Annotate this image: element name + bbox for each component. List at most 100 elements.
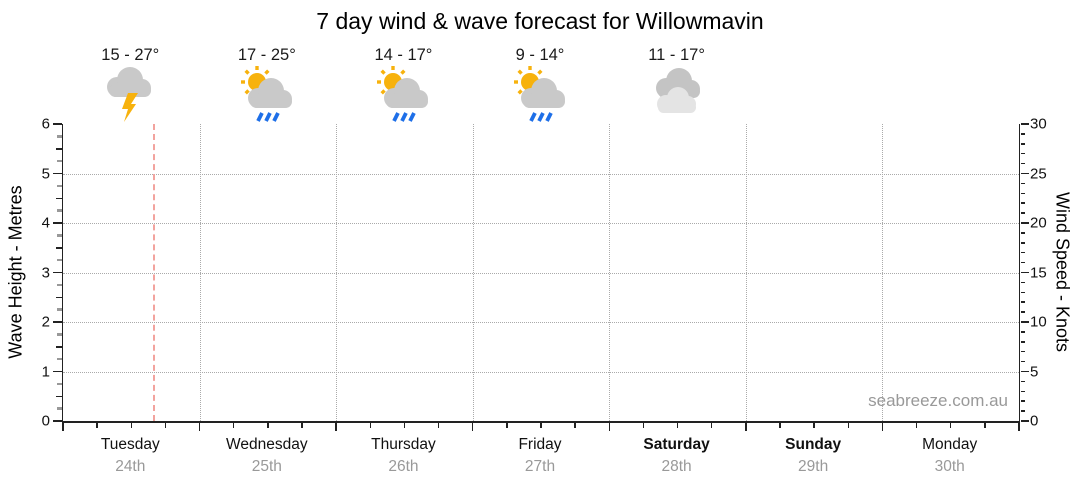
date-label: 25th [251,458,282,475]
thunderstorm-icon [100,66,160,124]
gridline-horizontal [63,272,1019,274]
day-label: Saturday [643,436,710,453]
x-minor-tick [403,423,406,428]
wave-axis-tick [52,172,62,175]
temperature-range: 17 - 25° [237,46,296,64]
gridline-horizontal [63,223,1019,224]
gridline-vertical [199,124,201,421]
gridline-vertical [609,124,611,421]
x-minor-tick [369,423,372,428]
day-label: Sunday [785,436,842,453]
day-label: Tuesday [100,436,160,453]
gridline-vertical [882,124,884,421]
day-boundary-tick [745,423,747,431]
x-minor-tick [232,423,235,428]
x-minor-tick [710,423,713,428]
wave-height-tick-label: 2 [41,313,50,331]
x-minor-tick [984,423,986,428]
wave-axis-tick [52,370,62,373]
wave-axis-tick [56,283,62,287]
wind-axis-tick [1020,172,1029,175]
wave-axis-tick [56,308,62,311]
wave-axis-tick [56,407,62,410]
wave-height-tick-label: 0 [41,412,50,430]
x-minor-tick [96,423,98,428]
day-label: Monday [922,436,978,453]
gridline-horizontal [63,322,1019,323]
wave-height-tick-label: 3 [41,264,50,281]
gridline-vertical [472,124,474,421]
wind-speed-tick-label: 0 [1030,412,1039,430]
x-minor-tick [847,423,850,428]
wind-axis-tick [1020,301,1025,303]
day-boundary-tick [881,423,884,431]
watermark-text: seabreeze.com.au [868,391,1008,410]
wind-speed-tick-label: 20 [1030,214,1047,232]
wind-axis-tick [1020,261,1025,264]
wind-axis-tick [1020,143,1025,145]
date-label: 27th [524,458,556,475]
wave-axis-tick [56,258,62,262]
x-minor-tick [642,423,645,428]
day-boundary-tick [62,423,64,431]
partly-cloudy-rain-icon [510,66,570,124]
thunderstorm-icon [107,67,152,122]
x-minor-tick [915,423,918,428]
x-minor-tick [267,423,269,428]
wind-axis-tick [1020,350,1025,353]
wind-speed-axis-title: Wind Speed - Knots [1052,191,1073,353]
wave-axis-tick [55,346,62,348]
wind-axis-tick [1020,321,1029,323]
wave-axis-tick [55,296,62,298]
wind-speed-tick-label: 25 [1030,165,1047,182]
day-label: Thursday [371,436,436,453]
wave-axis-tick [56,209,62,212]
wind-axis-tick [1020,360,1025,363]
wind-axis-tick [1020,192,1025,195]
day-label: Wednesday [226,436,308,453]
wind-axis-tick [1020,370,1029,373]
gridline-vertical [336,124,338,421]
partly-cloudy-rain-icon [514,66,565,122]
day-boundary-tick [335,423,337,431]
wave-height-axis-title: Wave Height - Metres [5,185,26,359]
wind-axis-tick [1020,212,1025,214]
wave-axis-tick [52,420,62,422]
cloudy-icon [647,66,707,124]
partly-cloudy-rain-icon [240,66,292,122]
x-minor-tick [540,423,542,428]
wind-axis-tick [1020,251,1025,254]
wave-axis-tick [56,184,62,188]
wind-axis-tick [1020,133,1025,135]
wind-axis-tick [1020,291,1025,294]
gridline-horizontal [63,173,1019,175]
x-minor-tick [574,423,576,428]
gridline-vertical [745,124,747,421]
x-minor-tick [676,423,679,428]
wind-axis-tick [1020,162,1025,165]
wind-axis-tick [1020,281,1025,284]
day-label: Friday [518,436,562,453]
date-label: 26th [388,458,419,475]
x-minor-tick [813,423,815,428]
x-minor-tick [779,423,781,428]
wave-axis-tick [56,382,62,386]
x-minor-tick [164,423,167,428]
wave-height-tick-label: 1 [41,363,50,380]
wind-axis-tick [1020,123,1029,125]
cloudy-icon [655,68,700,113]
wind-axis-tick [1020,271,1029,274]
wind-speed-tick-label: 5 [1030,363,1039,380]
wind-axis-tick [1020,400,1025,402]
day-boundary-tick [1018,423,1020,431]
date-label: 30th [934,458,965,475]
wind-axis-tick [1020,341,1025,343]
wind-axis-tick [1020,331,1025,333]
wave-axis-tick [55,247,62,249]
wind-axis-tick [1020,242,1025,244]
temperature-range: 9 - 14° [515,46,565,64]
date-label: 29th [798,458,829,475]
partly-cloudy-rain-icon [377,66,429,122]
wind-axis-tick [1020,202,1025,204]
